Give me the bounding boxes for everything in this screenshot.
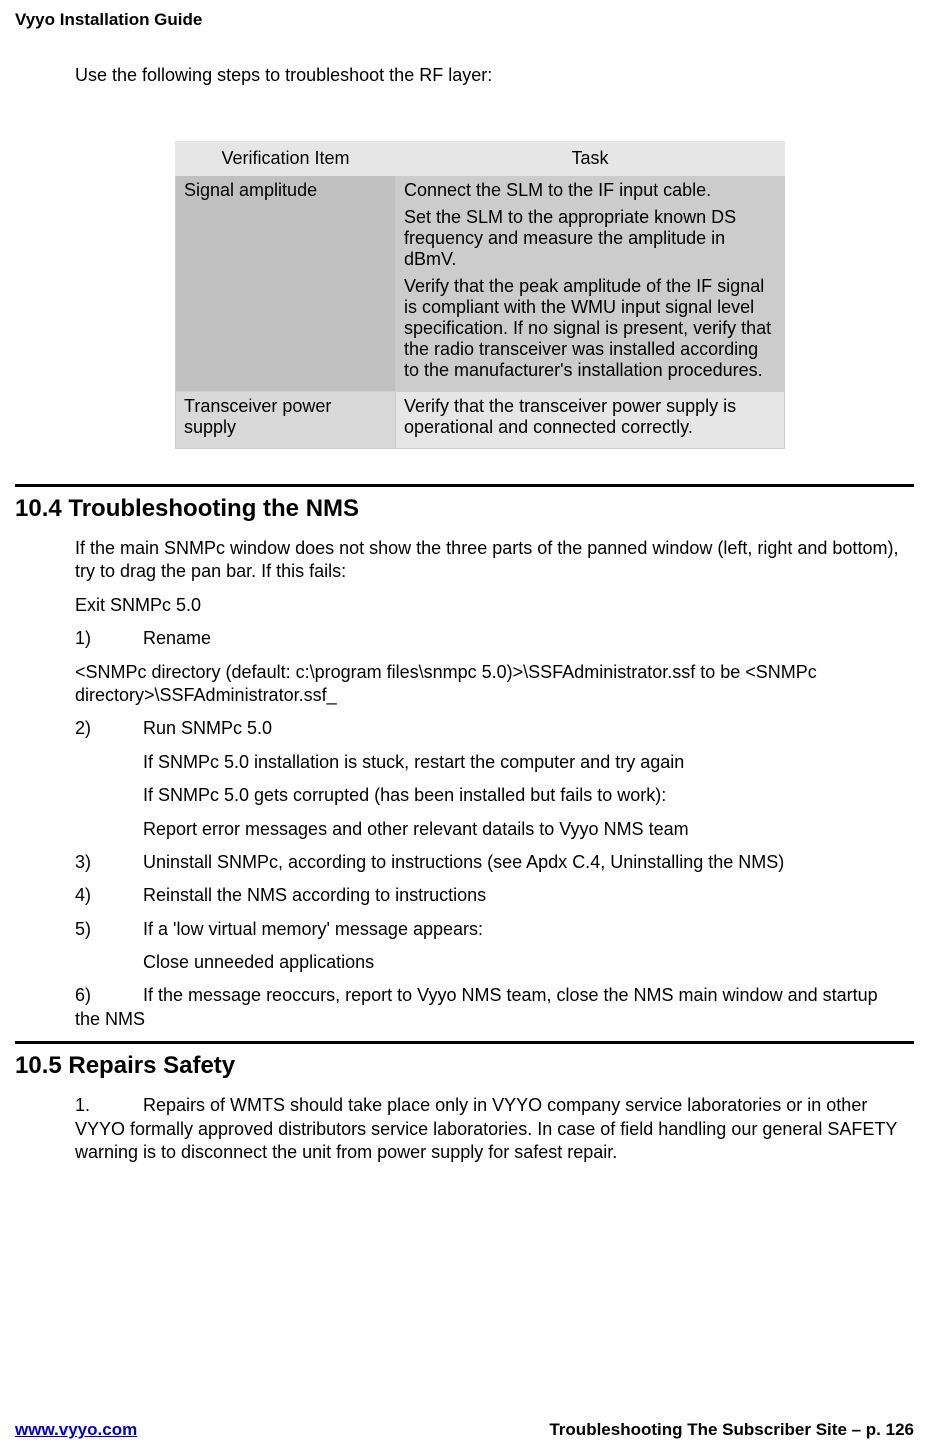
section-104-content: If the main SNMPc window does not show t… <box>15 537 914 1031</box>
step-number: 2) <box>75 717 143 740</box>
footer-page-info: Troubleshooting The Subscriber Site – p.… <box>549 1420 914 1440</box>
step-text: Repairs of WMTS should take place only i… <box>75 1095 897 1162</box>
table-cell-task: Verify that the transceiver power supply… <box>396 392 785 449</box>
step-text: If a 'low virtual memory' message appear… <box>143 919 483 939</box>
table-cell-item: Signal amplitude <box>176 176 396 392</box>
task-paragraph: Set the SLM to the appropriate known DS … <box>404 207 776 270</box>
step-number: 4) <box>75 884 143 907</box>
step-text: Rename <box>143 628 211 648</box>
document-header: Vyyo Installation Guide <box>15 10 914 30</box>
section-divider <box>15 1041 914 1044</box>
table-cell-task: Connect the SLM to the IF input cable. S… <box>396 176 785 392</box>
numbered-step-2: 2)Run SNMPc 5.0 <box>75 717 899 740</box>
task-paragraph: Connect the SLM to the IF input cable. <box>404 180 776 201</box>
task-paragraph: Verify that the transceiver power supply… <box>404 396 776 438</box>
paragraph: If the main SNMPc window does not show t… <box>75 537 899 584</box>
task-paragraph: Verify that the peak amplitude of the IF… <box>404 276 776 381</box>
verification-table: Verification Item Task Signal amplitude … <box>175 141 785 449</box>
numbered-step-3: 3)Uninstall SNMPc, according to instruct… <box>75 851 899 874</box>
step-number: 3) <box>75 851 143 874</box>
step-number: 1) <box>75 627 143 650</box>
step-number: 1. <box>75 1094 143 1117</box>
paragraph: Exit SNMPc 5.0 <box>75 594 899 617</box>
step-number: 6) <box>75 984 143 1007</box>
numbered-step-6: 6)If the message reoccurs, report to Vyy… <box>75 984 899 1031</box>
table-row: Signal amplitude Connect the SLM to the … <box>176 176 785 392</box>
numbered-step-4: 4)Reinstall the NMS according to instruc… <box>75 884 899 907</box>
section-divider <box>15 484 914 487</box>
table-header-task: Task <box>396 142 785 176</box>
main-content: Use the following steps to troubleshoot … <box>15 65 914 449</box>
page-footer: www.vyyo.com Troubleshooting The Subscri… <box>15 1420 914 1440</box>
numbered-step-1: 1.Repairs of WMTS should take place only… <box>75 1094 899 1164</box>
sub-step: If SNMPc 5.0 gets corrupted (has been in… <box>75 784 899 807</box>
sub-step: Report error messages and other relevant… <box>75 818 899 841</box>
numbered-step-5: 5)If a 'low virtual memory' message appe… <box>75 918 899 941</box>
table-header-item: Verification Item <box>176 142 396 176</box>
step-text: Uninstall SNMPc, according to instructio… <box>143 852 784 872</box>
table-header-row: Verification Item Task <box>176 142 785 176</box>
section-heading-104: 10.4 Troubleshooting the NMS <box>15 495 914 523</box>
step-1-body: <SNMPc directory (default: c:\program fi… <box>75 661 899 708</box>
intro-paragraph: Use the following steps to troubleshoot … <box>75 65 899 86</box>
step-text: Run SNMPc 5.0 <box>143 718 272 738</box>
step-number: 5) <box>75 918 143 941</box>
sub-step: Close unneeded applications <box>75 951 899 974</box>
table-cell-item: Transceiver power supply <box>176 392 396 449</box>
step-text: If the message reoccurs, report to Vyyo … <box>75 985 878 1028</box>
section-heading-105: 10.5 Repairs Safety <box>15 1052 914 1080</box>
section-105-content: 1.Repairs of WMTS should take place only… <box>15 1094 914 1164</box>
step-text: Reinstall the NMS according to instructi… <box>143 885 486 905</box>
sub-step: If SNMPc 5.0 installation is stuck, rest… <box>75 751 899 774</box>
numbered-step-1: 1)Rename <box>75 627 899 650</box>
footer-link[interactable]: www.vyyo.com <box>15 1420 137 1440</box>
table-row: Transceiver power supply Verify that the… <box>176 392 785 449</box>
